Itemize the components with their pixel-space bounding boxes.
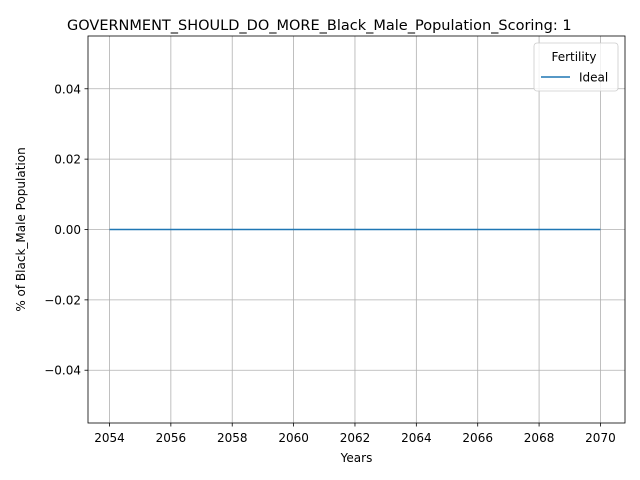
y-tick-label: −0.02 (44, 293, 81, 307)
x-tick-label: 2058 (217, 431, 248, 445)
x-tick-label: 2066 (462, 431, 493, 445)
x-tick-label: 2054 (94, 431, 125, 445)
x-tick-label: 2062 (340, 431, 371, 445)
legend-title: Fertility (551, 50, 596, 64)
y-axis: −0.04 −0.02 0.00 0.02 0.04 (44, 82, 88, 378)
legend-box (533, 42, 619, 92)
x-tick-label: 2056 (156, 431, 187, 445)
x-axis: 2054 2056 2058 2060 2062 2064 2066 2068 2070 (94, 423, 616, 445)
legend[interactable]: Fertility Ideal (533, 42, 619, 92)
y-tick-label: 0.04 (54, 82, 81, 96)
chart-title: GOVERNMENT_SHOULD_DO_MORE_Black_Male_Pop… (67, 18, 572, 34)
x-tick-label: 2070 (585, 431, 616, 445)
x-tick-label: 2068 (524, 431, 555, 445)
y-axis-label: % of Black_Male Population (14, 147, 28, 311)
y-tick-label: 0.00 (54, 223, 81, 237)
y-tick-label: 0.02 (54, 153, 81, 167)
legend-label-ideal: Ideal (579, 71, 608, 85)
x-tick-label: 2060 (278, 431, 309, 445)
x-axis-label: Years (340, 451, 373, 465)
y-tick-label: −0.04 (44, 364, 81, 378)
x-tick-label: 2064 (401, 431, 432, 445)
